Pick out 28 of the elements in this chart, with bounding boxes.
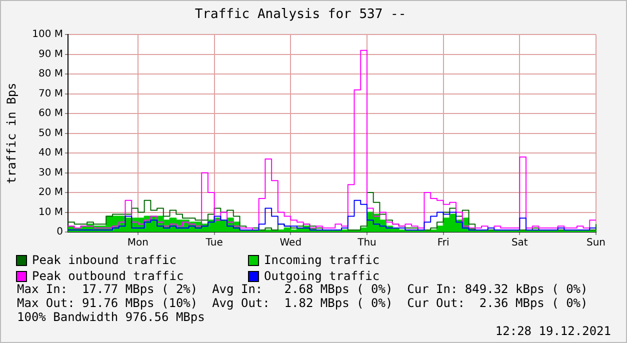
text: Max In: 17.77 MBps ( 2%) Avg In: 2.68 MBps ( 0%) Cur In: 849.32 kBps ( 0%) [17, 282, 589, 296]
y-tick-label: 10 M [38, 206, 63, 218]
y-tick-label: 90 M [38, 48, 63, 60]
text: 12:28 19.12.2021 [494, 324, 612, 338]
x-tick-label: Mon [127, 238, 149, 249]
x-tick-label: Tue [204, 238, 223, 249]
chart-title: Traffic Analysis for 537 -- [194, 7, 406, 22]
text: 100% Bandwidth 976.56 MBps [17, 310, 206, 324]
y-tick-label: 30 M [38, 167, 63, 178]
legend-label: Peak inbound traffic [32, 253, 176, 267]
y-tick-label: 60 M [38, 108, 63, 120]
x-tick-label: Sun [586, 238, 606, 249]
y-tick-label: 100 M [32, 29, 63, 40]
y-tick-label: 40 M [38, 148, 63, 159]
y-tick-label: 0 [56, 226, 63, 238]
x-tick-label: Thu [356, 238, 376, 249]
y-tick-label: 50 M [38, 128, 63, 139]
x-tick-label: Sat [511, 238, 528, 249]
legend-label: Peak outbound traffic [32, 269, 184, 283]
y-tick-label: 80 M [38, 68, 63, 80]
x-tick-label: Fri [437, 238, 450, 249]
legend-label: Incoming traffic [264, 253, 380, 267]
text: Max Out: 91.76 MBps (10%) Avg Out: 1.82 MBps ( 0%) Cur Out: 2.36 MBps ( 0%) [17, 296, 589, 310]
y-axis-title: traffic in Bps [4, 82, 18, 184]
x-tick-label: Wed [280, 238, 302, 249]
y-tick-label: 70 M [38, 88, 63, 100]
legend-label: Outgoing traffic [264, 269, 380, 283]
y-tick-label: 20 M [38, 187, 63, 198]
